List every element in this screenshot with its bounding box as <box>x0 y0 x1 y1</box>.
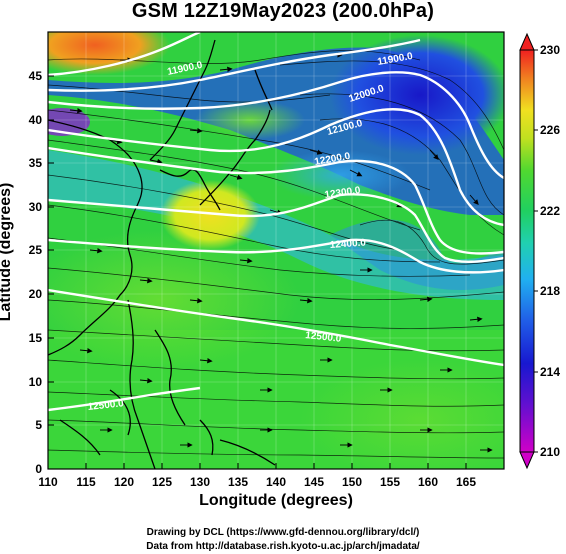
x-tick-label: 135 <box>228 475 248 489</box>
x-tick-label: 145 <box>304 475 324 489</box>
y-axis-label-text: Latitude (degrees) <box>0 182 14 322</box>
colorbar-tick-label: 210 <box>540 445 560 459</box>
contour-labels: 11900.0 11900.0 12000.0 12100.0 12200.0 … <box>87 51 414 413</box>
x-tick-label: 130 <box>190 475 210 489</box>
x-tick-label: 155 <box>380 475 400 489</box>
x-tick-labels: 110 115 120 125 130 135 140 145 150 155 … <box>38 475 476 489</box>
colorbar-tick-label: 222 <box>540 204 560 218</box>
y-tick-label: 15 <box>29 331 43 345</box>
y-tick-labels: 0 5 10 15 20 25 30 35 40 45 <box>29 69 43 476</box>
credit-drawing: Drawing by DCL (https://www.gfd-dennou.o… <box>146 527 420 538</box>
x-tick-label: 120 <box>114 475 134 489</box>
x-tick-label: 110 <box>38 475 58 489</box>
y-tick-marks <box>48 75 54 470</box>
y-tick-label: 45 <box>29 69 43 83</box>
colorbar: 210 214 218 222 226 230 <box>519 32 560 470</box>
x-tick-label: 150 <box>342 475 362 489</box>
height-contours <box>48 32 504 412</box>
contour-label: 12500.0 <box>305 330 343 345</box>
x-tick-label: 165 <box>456 475 476 489</box>
colorbar-tick-label: 218 <box>540 284 560 298</box>
x-tick-label: 160 <box>418 475 438 489</box>
contour-label: 12500.0 <box>87 398 125 413</box>
y-tick-label: 25 <box>29 243 43 257</box>
x-tick-label: 125 <box>152 475 172 489</box>
y-tick-label: 20 <box>29 287 43 301</box>
credit-data: Data from http://database.rish.kyoto-u.a… <box>146 541 420 552</box>
y-tick-label: 40 <box>29 113 43 127</box>
contour-label: 12300.0 <box>324 185 362 201</box>
colorbar-tick-label: 226 <box>540 123 560 137</box>
colorbar-tick-label: 230 <box>540 43 560 57</box>
colorbar-scale <box>519 49 535 453</box>
colorbar-min-arrow <box>519 451 535 470</box>
x-tick-label: 140 <box>266 475 286 489</box>
y-tick-label: 0 <box>35 462 42 476</box>
colorbar-max-arrow <box>519 32 535 51</box>
shaded-field: 11900.0 11900.0 12000.0 12100.0 12200.0 … <box>48 32 504 469</box>
x-axis-label: Longitude (degrees) <box>199 492 353 509</box>
y-tick-label: 35 <box>29 156 43 170</box>
x-tick-marks <box>47 463 467 469</box>
contour-label: 12400.0 <box>329 237 366 251</box>
chart-title: GSM 12Z19May2023 (200.0hPa) <box>131 0 435 22</box>
y-tick-label: 30 <box>29 200 43 214</box>
y-tick-label: 10 <box>29 375 43 389</box>
x-tick-label: 115 <box>76 475 96 489</box>
coastlines <box>48 39 276 469</box>
colorbar-tick-label: 214 <box>540 365 560 379</box>
y-tick-label: 5 <box>35 418 42 432</box>
